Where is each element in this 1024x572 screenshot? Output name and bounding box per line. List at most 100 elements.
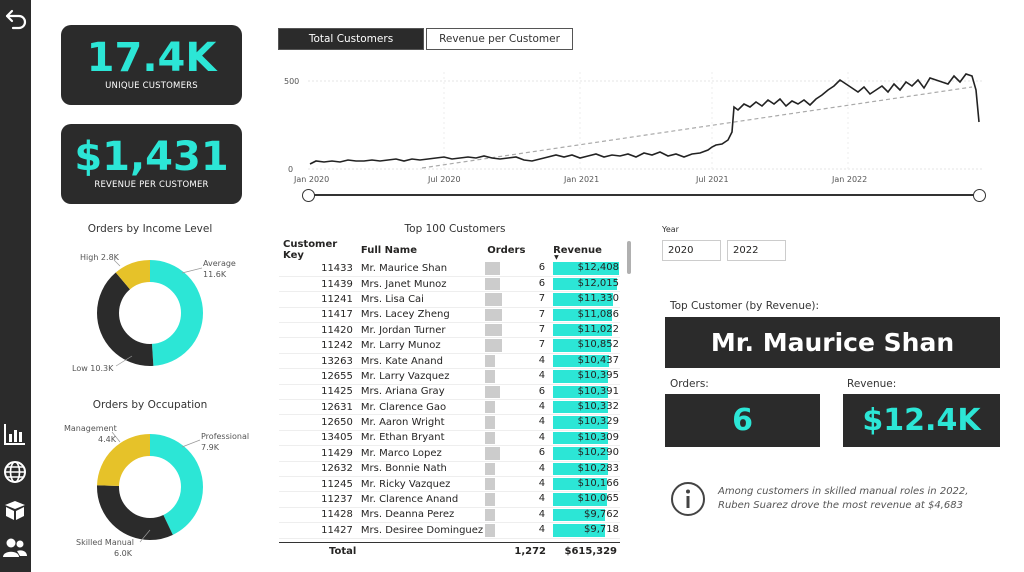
table-row[interactable]: 12650 Mr. Aaron Wright 4 $10,329 xyxy=(279,415,620,431)
table-total-row: Total 1,272 $615,329 xyxy=(279,542,620,560)
revenue-bar xyxy=(553,431,609,445)
cell-customer-key: 11428 xyxy=(321,509,353,521)
orders-bar xyxy=(485,262,501,275)
revenue-per-customer-card: $1,431 REVENUE PER CUSTOMER xyxy=(61,124,242,204)
table-row[interactable]: 11241 Mrs. Lisa Cai 7 $11,330 xyxy=(279,292,620,308)
table-row[interactable]: 11237 Mr. Clarence Anand 4 $10,065 xyxy=(279,492,620,508)
globe-icon[interactable] xyxy=(1,458,29,486)
total-label: Total xyxy=(329,546,357,557)
orders-value: 4 xyxy=(538,401,546,413)
revenue-label: Revenue: xyxy=(847,378,897,390)
revenue-value: $12,015 xyxy=(577,277,619,289)
slider-handle-end[interactable] xyxy=(973,189,986,202)
table-row[interactable]: 11245 Mr. Ricky Vazquez 4 $10,166 xyxy=(279,476,620,492)
cell-customer-key: 12650 xyxy=(321,417,353,429)
slider-handle-start[interactable] xyxy=(302,189,315,202)
header-revenue[interactable]: Revenue ▼ xyxy=(551,239,620,262)
year-to-input[interactable]: 2022 xyxy=(727,240,786,261)
cell-full-name: Mrs. Lisa Cai xyxy=(360,293,424,305)
table-row[interactable]: 12632 Mrs. Bonnie Nath 4 $10,283 xyxy=(279,461,620,477)
tab-revenue-per-customer[interactable]: Revenue per Customer xyxy=(426,28,573,50)
header-revenue-label: Revenue xyxy=(553,244,602,256)
orders-bar xyxy=(485,293,503,306)
table-row[interactable]: 11429 Mr. Marco Lopez 6 $10,290 xyxy=(279,446,620,462)
cell-orders: 6 xyxy=(485,276,551,291)
orders-value: 7 xyxy=(538,324,546,336)
cell-revenue: $10,283 xyxy=(551,461,620,476)
slice-high[interactable] xyxy=(97,260,203,366)
cell-full-name: Mr. Larry Munoz xyxy=(360,340,441,352)
revenue-bar xyxy=(553,385,609,399)
orders-value: 4 xyxy=(538,354,546,366)
header-full-name[interactable]: Full Name xyxy=(360,244,417,256)
cell-revenue: $10,852 xyxy=(551,338,620,353)
cell-customer-key: 11439 xyxy=(321,278,353,290)
cell-customer-key: 11429 xyxy=(321,447,353,459)
revenue-value: $9,762 xyxy=(584,508,619,520)
revenue-bar xyxy=(553,477,608,491)
orders-bar xyxy=(485,416,496,429)
cell-orders: 4 xyxy=(485,369,551,384)
table-row[interactable]: 11428 Mrs. Deanna Perez 4 $9,762 xyxy=(279,507,620,523)
cell-revenue: $10,309 xyxy=(551,430,620,445)
orders-value: 4 xyxy=(538,416,546,428)
table-row[interactable]: 12655 Mr. Larry Vazquez 4 $10,395 xyxy=(279,369,620,385)
high-label: High 2.8K xyxy=(80,253,119,262)
table-row[interactable]: 13263 Mrs. Kate Anand 4 $10,437 xyxy=(279,353,620,369)
cell-orders: 4 xyxy=(485,461,551,476)
table-row[interactable]: 11425 Mrs. Ariana Gray 6 $10,391 xyxy=(279,384,620,400)
table-row[interactable]: 11439 Mrs. Janet Munoz 6 $12,015 xyxy=(279,276,620,292)
orders-value: 7 xyxy=(538,293,546,305)
revenue-value: $10,309 xyxy=(577,431,619,443)
orders-bar xyxy=(485,385,501,399)
header-orders[interactable]: Orders xyxy=(487,244,526,256)
cell-full-name: Mrs. Kate Anand xyxy=(360,355,443,367)
cell-orders: 7 xyxy=(485,292,551,307)
table-row[interactable]: 11242 Mr. Larry Munoz 7 $10,852 xyxy=(279,338,620,354)
cell-customer-key: 11237 xyxy=(321,494,353,506)
bar-chart-icon[interactable] xyxy=(1,420,29,448)
date-range-slider[interactable] xyxy=(308,194,980,196)
table-row[interactable]: 11433 Mr. Maurice Shan 6 $12,408 xyxy=(279,261,620,277)
table-scrollbar[interactable] xyxy=(627,241,631,274)
orders-bar xyxy=(485,401,496,414)
revenue-bar xyxy=(553,370,609,383)
revenue-per-customer-value: $1,431 xyxy=(74,134,229,180)
cell-orders: 4 xyxy=(485,492,551,507)
table-row[interactable]: 13405 Mr. Ethan Bryant 4 $10,309 xyxy=(279,430,620,446)
table-row[interactable]: 11427 Mrs. Desiree Dominguez 4 $9,718 xyxy=(279,523,620,539)
slice-low[interactable] xyxy=(97,260,203,366)
cell-full-name: Mrs. Lacey Zheng xyxy=(360,309,450,321)
total-orders: 1,272 xyxy=(514,546,546,557)
trend-line xyxy=(421,86,973,169)
low-label: Low 10.3K xyxy=(72,364,114,373)
revenue-value: $10,166 xyxy=(577,477,619,489)
cell-revenue: $12,408 xyxy=(551,261,620,276)
average-label: Average xyxy=(203,259,236,268)
leader-management xyxy=(111,431,121,443)
orders-label: Orders: xyxy=(670,378,709,390)
cell-orders: 4 xyxy=(485,523,551,538)
tab-total-customers[interactable]: Total Customers xyxy=(278,28,424,50)
year-from-input[interactable]: 2020 xyxy=(662,240,721,261)
slice-management[interactable] xyxy=(97,434,203,540)
revenue-value: $10,391 xyxy=(577,385,619,397)
table-row[interactable]: 11417 Mrs. Lacey Zheng 7 $11,086 xyxy=(279,307,620,323)
box-icon[interactable] xyxy=(1,496,29,524)
users-icon[interactable] xyxy=(1,534,29,562)
insight-text: Among customers in skilled manual roles … xyxy=(718,486,969,511)
orders-bar xyxy=(485,477,496,491)
revenue-value: $11,022 xyxy=(577,324,619,336)
table-row[interactable]: 12631 Mr. Clarence Gao 4 $10,332 xyxy=(279,400,620,415)
header-customer-key[interactable]: Customer Key xyxy=(283,239,338,261)
revenue-bar xyxy=(553,262,620,275)
slice-skilled-manual[interactable] xyxy=(97,434,203,540)
cell-customer-key: 11425 xyxy=(321,386,353,398)
cell-revenue: $10,166 xyxy=(551,476,620,491)
back-arrow-icon[interactable] xyxy=(1,6,29,34)
professional-label: Professional xyxy=(201,432,250,441)
cell-full-name: Mrs. Deanna Perez xyxy=(360,509,455,521)
table-row[interactable]: 11420 Mr. Jordan Turner 7 $11,022 xyxy=(279,323,620,338)
top-customer-orders: 6 xyxy=(665,394,820,447)
cell-revenue: $11,330 xyxy=(551,292,620,307)
